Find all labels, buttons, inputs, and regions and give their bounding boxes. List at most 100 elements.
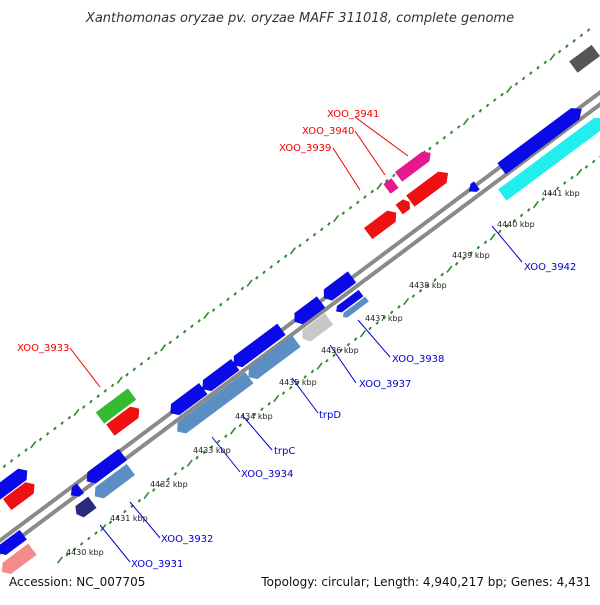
tick-dot (31, 442, 36, 448)
label-xoo-3941[interactable]: XOO_3941 (327, 109, 379, 120)
label-xoo-3938[interactable]: XOO_3938 (392, 354, 444, 365)
tick-dot (326, 360, 328, 363)
tick-label-4440: 4440 kbp (497, 220, 535, 229)
tick-dot (507, 86, 512, 92)
tick-dot (371, 190, 373, 193)
tick-dot (25, 449, 27, 452)
tick-dot (54, 427, 56, 430)
tick-dot (528, 209, 530, 212)
label-xoo-3934[interactable]: XOO_3934 (241, 469, 293, 480)
tick-dot (544, 61, 546, 64)
tick-dot (174, 473, 176, 476)
tick-dot (169, 341, 171, 344)
tick-dot (58, 557, 63, 563)
label-xoo-3939[interactable]: XOO_3939 (279, 143, 331, 154)
tick-dot (285, 255, 287, 258)
tick-label-4441: 4441 kbp (542, 189, 580, 198)
kbp-tick-labels: 4430 kbp 4431 kbp 4432 kbp 4433 kbp 4434… (66, 189, 580, 557)
tick-dot (429, 147, 431, 150)
tick-dot (11, 460, 13, 463)
tick-dot (182, 467, 184, 470)
label-xoo-3931[interactable]: XOO_3931 (131, 559, 183, 570)
label-trpD[interactable]: trpD (319, 410, 341, 421)
tick-dot (278, 260, 280, 263)
gene-xoo-3932[interactable] (72, 497, 96, 520)
gene-xoo-3941[interactable] (395, 148, 434, 182)
tick-dot (161, 345, 166, 351)
tick-dot (187, 460, 192, 466)
tick-dot (74, 409, 79, 415)
tick-dot (499, 230, 501, 233)
tick-dot (369, 327, 371, 330)
tick-dot (456, 263, 458, 266)
tick-label-4435: 4435 kbp (279, 378, 317, 387)
label-trpC[interactable]: trpC (274, 446, 295, 457)
tick-dot (90, 400, 92, 403)
label-xoo-3937[interactable]: XOO_3937 (359, 379, 411, 390)
tick-dot (138, 500, 140, 503)
tick-dot (451, 131, 453, 134)
tick-dot (144, 492, 149, 498)
tick-dot (191, 325, 193, 328)
label-xoo-3933[interactable]: XOO_3933 (17, 343, 69, 354)
tick-dot (550, 54, 555, 60)
tick-dot (155, 352, 157, 355)
label-xoo-3942[interactable]: XOO_3942 (524, 262, 576, 273)
tick-dot (263, 271, 265, 274)
tick-dot (357, 201, 359, 204)
tick-dot (317, 363, 322, 369)
gene-red-4440[interactable] (364, 207, 400, 239)
tick-dot (393, 174, 395, 177)
tick-dot (40, 438, 42, 441)
forward-genes (0, 45, 600, 510)
tick-dot (458, 126, 460, 129)
tick-dot (443, 137, 445, 140)
tick-dot (487, 104, 489, 107)
tick-dot (234, 293, 236, 296)
tick-label-4431: 4431 kbp (110, 514, 148, 523)
tick-dot (342, 212, 344, 215)
tick-dot (398, 306, 400, 309)
gene-dark[interactable] (569, 45, 600, 73)
tick-dot (18, 454, 20, 457)
tick-dot (494, 99, 496, 102)
tick-dot (88, 537, 90, 540)
callout-lines (70, 117, 522, 562)
tick-dot (274, 395, 279, 401)
tick-dot (586, 166, 588, 169)
tick-dot (291, 248, 296, 254)
tick-label-4434: 4434 kbp (235, 412, 273, 421)
tick-label-4432: 4432 kbp (150, 480, 188, 489)
tick-dot (261, 408, 263, 411)
tick-dot (4, 465, 6, 468)
tick-dot (472, 115, 474, 118)
tick-dot (477, 246, 479, 249)
tick-dot (81, 543, 83, 546)
tick-dot (593, 160, 595, 163)
tick-dot (141, 363, 143, 366)
tick-dot (334, 215, 339, 221)
tick-dot (564, 182, 566, 185)
tick-dot (377, 183, 382, 189)
tick-dot (447, 266, 452, 272)
tick-dot (204, 312, 209, 318)
tick-dot (68, 417, 70, 420)
tick-dot (464, 118, 469, 124)
accession-text: Accession: NC_007705 (9, 575, 145, 589)
tick-dot (311, 370, 313, 373)
map-title: Xanthomonas oryzae pv. oryzae MAFF 31101… (85, 11, 514, 26)
label-xoo-3932[interactable]: XOO_3932 (161, 534, 213, 545)
tick-dot (112, 384, 114, 387)
label-xoo-3940[interactable]: XOO_3940 (302, 126, 354, 137)
tick-dot (153, 489, 155, 492)
tick-dot (577, 169, 582, 175)
tick-dot (241, 287, 243, 290)
tick-dot (521, 214, 523, 217)
tick-dot (299, 244, 301, 247)
tick-dot (218, 440, 220, 443)
tick-dot (184, 330, 186, 333)
tick-dot (104, 390, 106, 393)
tick-dot (225, 435, 227, 438)
